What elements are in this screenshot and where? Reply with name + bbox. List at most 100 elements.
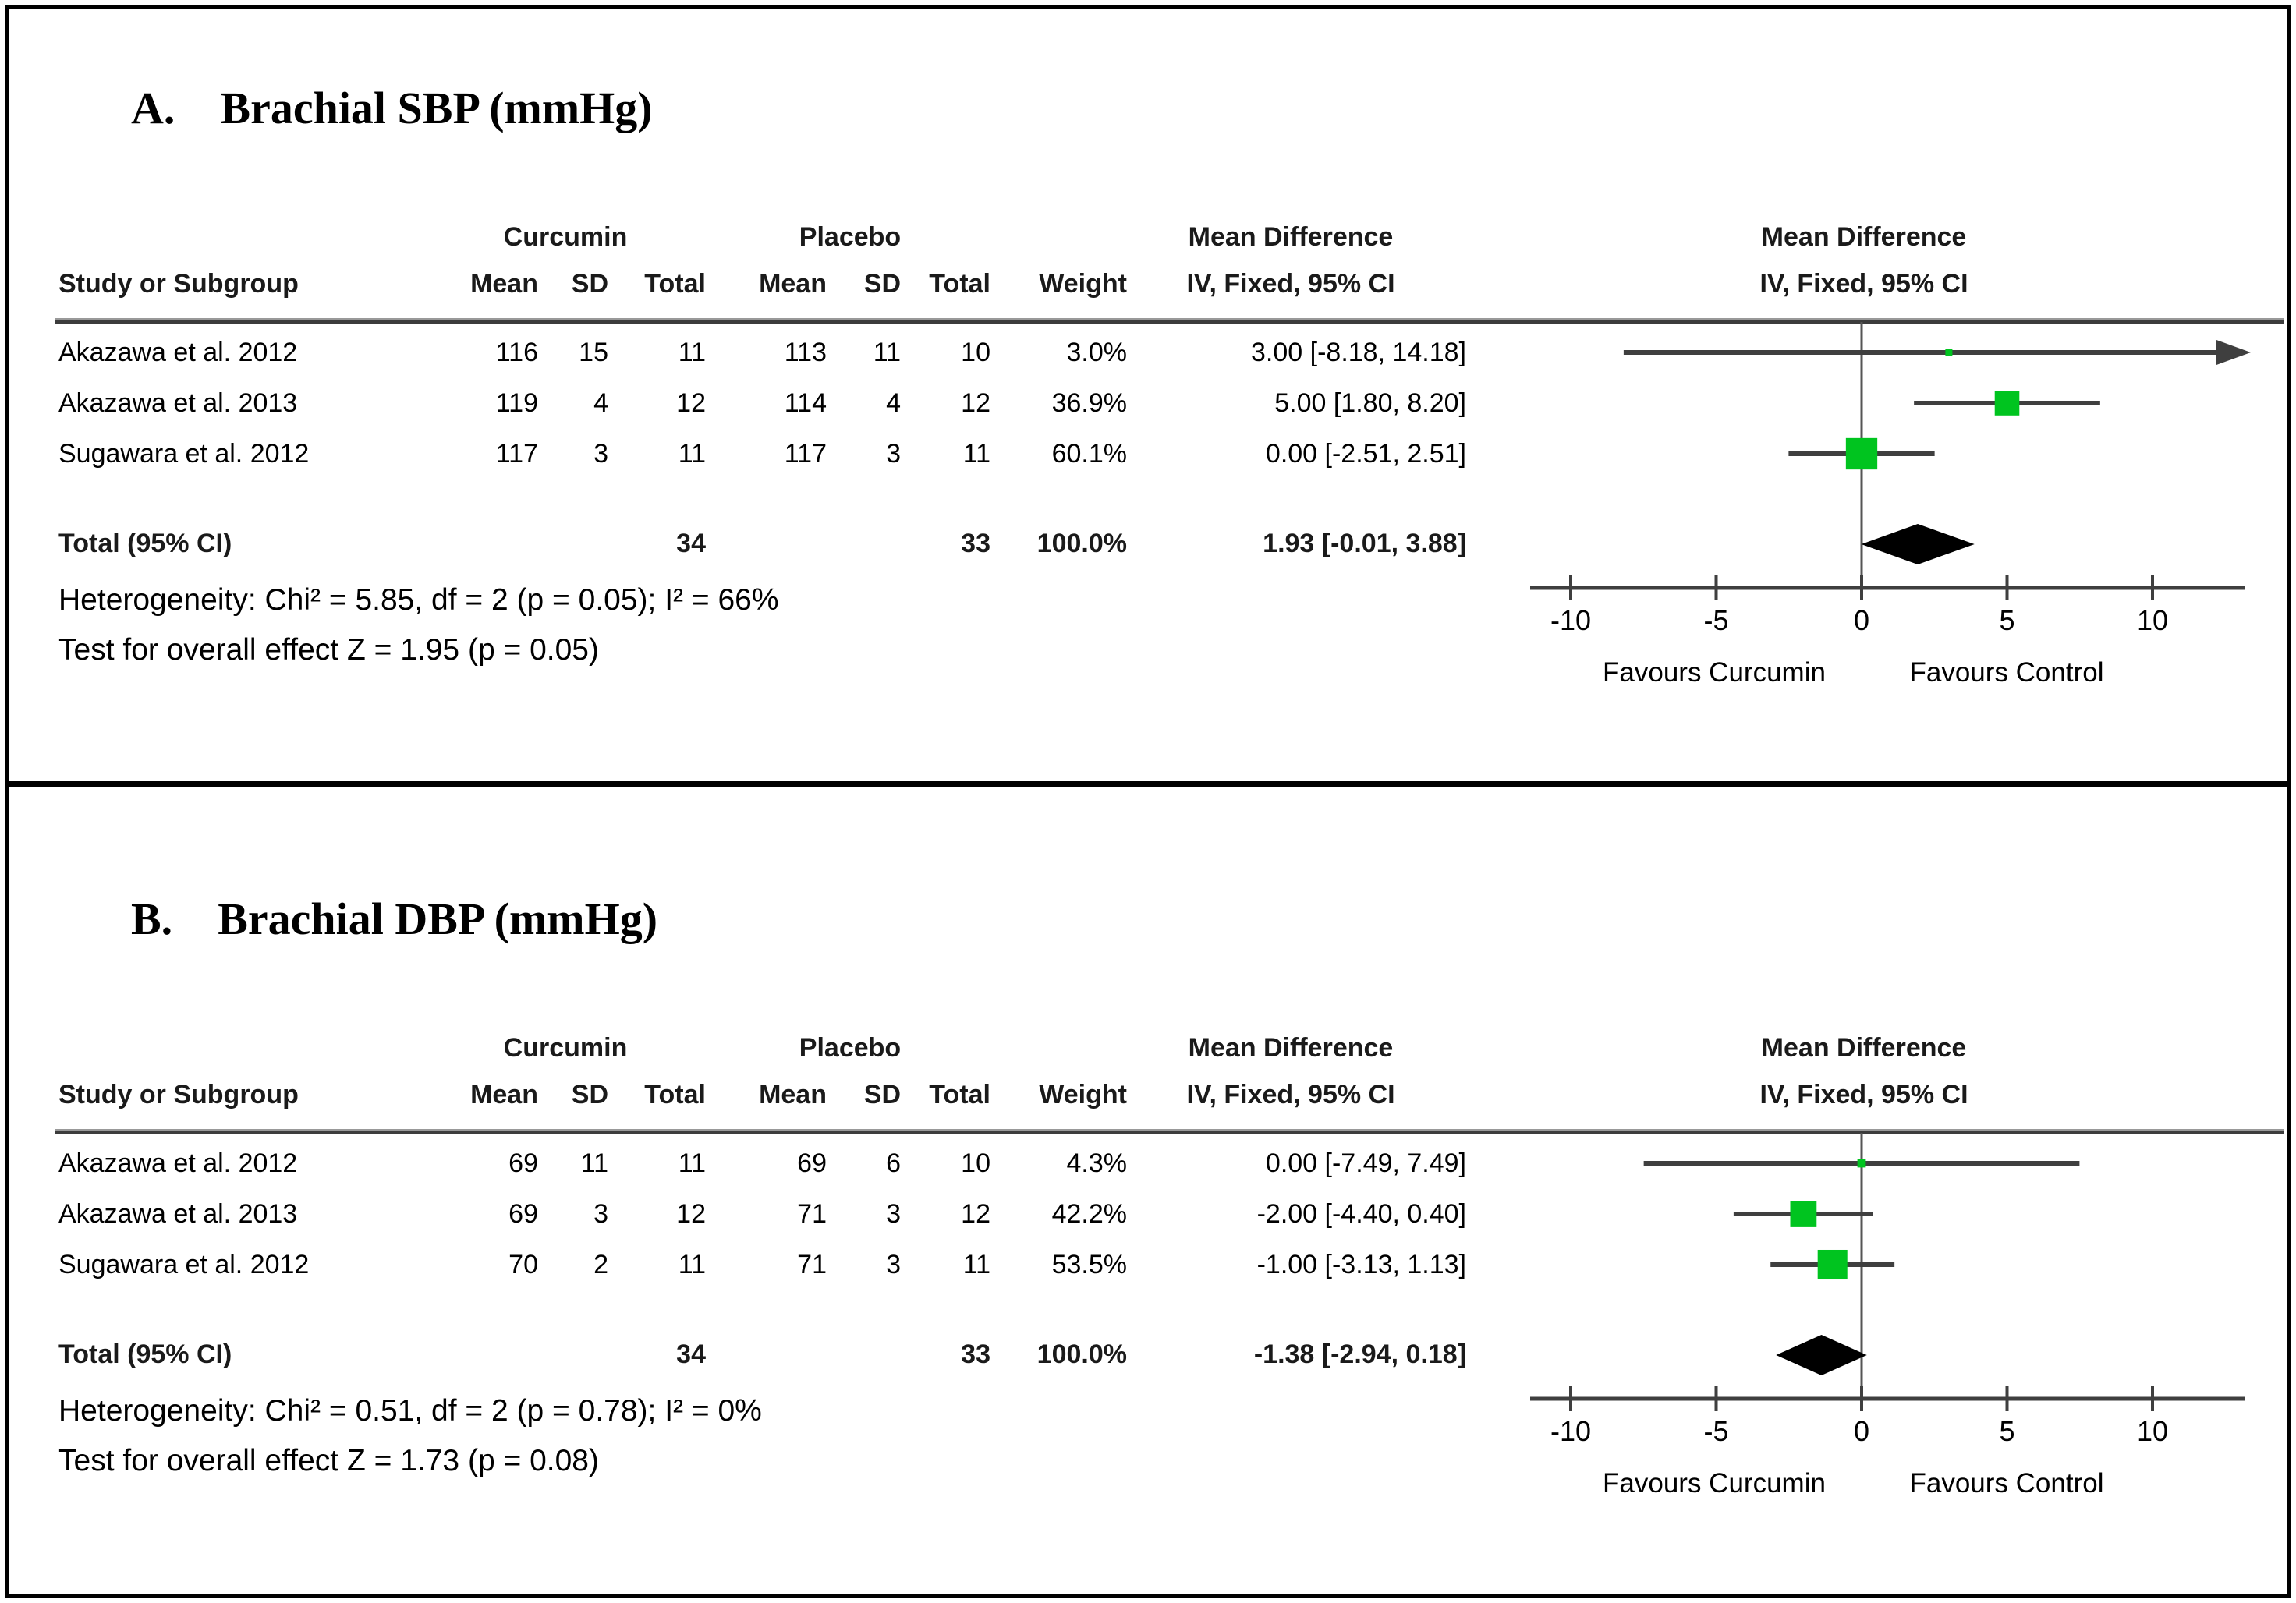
table-cell: 11 bbox=[678, 338, 706, 367]
study-name: Akazawa et al. 2013 bbox=[58, 388, 298, 418]
total-weight: 100.0% bbox=[1036, 1339, 1127, 1369]
table-cell: 117 bbox=[784, 439, 827, 469]
table-cell: 12 bbox=[676, 1199, 706, 1229]
table-cell: 3 bbox=[886, 1199, 901, 1229]
figure-border bbox=[5, 5, 2291, 1598]
col-header-study: Study or Subgroup bbox=[58, 269, 299, 299]
group-header-placebo: Placebo bbox=[799, 1033, 902, 1063]
table-cell: 53.5% bbox=[1051, 1250, 1127, 1279]
table-cell: 113 bbox=[784, 338, 827, 367]
table-cell: 119 bbox=[495, 388, 538, 418]
table-cell: 6 bbox=[886, 1148, 901, 1178]
table-cell: 12 bbox=[676, 388, 706, 418]
table-cell: -1.00 [-3.13, 1.13] bbox=[1256, 1250, 1466, 1279]
table-cell: 10 bbox=[961, 338, 990, 367]
table-cell: -2.00 [-4.40, 0.40] bbox=[1256, 1199, 1466, 1229]
overall-effect-text: Test for overall effect Z = 1.73 (p = 0.… bbox=[58, 1444, 599, 1477]
table-cell: 11 bbox=[580, 1148, 608, 1178]
col-header-weight: Weight bbox=[1039, 1080, 1127, 1109]
study-rows: Akazawa et al. 2012 116 15 11 113 11 10 3.0% 3.0… bbox=[0, 0, 2296, 780]
study-name: Akazawa et al. 2012 bbox=[58, 338, 298, 367]
panel-letter: B. bbox=[131, 894, 173, 944]
group-header-mean-difference: Mean Difference bbox=[1188, 222, 1394, 252]
table-cell: 11 bbox=[962, 439, 990, 469]
col-header-ci: IV, Fixed, 95% CI bbox=[1186, 269, 1395, 299]
group-header-mean-difference: Mean Difference bbox=[1188, 1033, 1394, 1063]
table-cell: 69 bbox=[797, 1148, 827, 1178]
header-rule bbox=[55, 318, 2284, 324]
overall-effect-text: Test for overall effect Z = 1.95 (p = 0.… bbox=[58, 633, 599, 667]
col-header-mean-placebo: Mean bbox=[759, 1080, 827, 1109]
table-cell: 11 bbox=[678, 1250, 706, 1279]
study-name: Akazawa et al. 2012 bbox=[58, 1148, 298, 1178]
table-cell: 117 bbox=[495, 439, 538, 469]
header-rule bbox=[55, 1129, 2284, 1134]
col-header-ci: IV, Fixed, 95% CI bbox=[1186, 1080, 1395, 1109]
col-header-mean-placebo: Mean bbox=[759, 269, 827, 299]
total-weight: 100.0% bbox=[1036, 529, 1127, 558]
heterogeneity-text: Heterogeneity: Chi² = 5.85, df = 2 (p = … bbox=[58, 583, 779, 617]
plot-header-mean-difference: Mean Difference bbox=[1761, 1033, 1967, 1063]
table-cell: 12 bbox=[961, 388, 990, 418]
table-cell: 70 bbox=[508, 1250, 538, 1279]
table-cell: 114 bbox=[784, 388, 827, 418]
panel-title: A. Brachial SBP (mmHg) bbox=[131, 82, 653, 134]
table-cell: 11 bbox=[678, 439, 706, 469]
table-cell: 12 bbox=[961, 1199, 990, 1229]
table-cell: 3.00 [-8.18, 14.18] bbox=[1251, 338, 1466, 367]
group-header-curcumin: Curcumin bbox=[503, 1033, 628, 1063]
study-rows: Akazawa et al. 2012 69 11 11 69 6 10 4.3% 0.00 [… bbox=[0, 811, 2296, 1591]
table-cell: 4 bbox=[886, 388, 901, 418]
table-cell: 3.0% bbox=[1066, 338, 1128, 367]
total-placebo-n: 33 bbox=[961, 1339, 990, 1369]
table-cell: 42.2% bbox=[1051, 1199, 1127, 1229]
table-cell: 3 bbox=[593, 1199, 608, 1229]
col-header-sd-placebo: SD bbox=[863, 1080, 901, 1109]
panel-brachial-sbp: A. Brachial SBP (mmHg) Curcumin Placebo M… bbox=[0, 0, 2296, 780]
col-header-total-placebo: Total bbox=[929, 269, 990, 299]
table-cell: 71 bbox=[797, 1199, 827, 1229]
col-header-mean-curcumin: Mean bbox=[470, 269, 538, 299]
table-cell: 11 bbox=[678, 1148, 706, 1178]
col-header-sd-curcumin: SD bbox=[571, 269, 608, 299]
table-cell: 5.00 [1.80, 8.20] bbox=[1274, 388, 1466, 418]
col-header-study: Study or Subgroup bbox=[58, 1080, 299, 1109]
col-header-total-curcumin: Total bbox=[644, 269, 706, 299]
group-header-curcumin: Curcumin bbox=[503, 222, 628, 252]
plot-header-ci: IV, Fixed, 95% CI bbox=[1759, 1080, 1968, 1109]
plot-header-ci: IV, Fixed, 95% CI bbox=[1759, 269, 1968, 299]
total-label: Total (95% CI) bbox=[58, 1339, 232, 1369]
table-cell: 71 bbox=[797, 1250, 827, 1279]
group-header-placebo: Placebo bbox=[799, 222, 902, 252]
table-cell: 0.00 [-2.51, 2.51] bbox=[1265, 439, 1466, 469]
table-cell: 69 bbox=[508, 1148, 538, 1178]
table-cell: 3 bbox=[886, 439, 901, 469]
col-header-total-placebo: Total bbox=[929, 1080, 990, 1109]
col-header-total-curcumin: Total bbox=[644, 1080, 706, 1109]
panel-letter: A. bbox=[131, 83, 175, 133]
table-cell: 11 bbox=[962, 1250, 990, 1279]
total-curcumin-n: 34 bbox=[676, 529, 706, 558]
col-header-weight: Weight bbox=[1039, 269, 1127, 299]
total-curcumin-n: 34 bbox=[676, 1339, 706, 1369]
table-cell: 0.00 [-7.49, 7.49] bbox=[1265, 1148, 1466, 1178]
study-name: Sugawara et al. 2012 bbox=[58, 439, 310, 469]
panel-divider bbox=[5, 781, 2291, 787]
panel-brachial-dbp: B. Brachial DBP (mmHg) Curcumin Placebo M… bbox=[0, 811, 2296, 1591]
total-ci: -1.38 [-2.94, 0.18] bbox=[1253, 1339, 1466, 1369]
table-cell: 69 bbox=[508, 1199, 538, 1229]
heterogeneity-text: Heterogeneity: Chi² = 0.51, df = 2 (p = … bbox=[58, 1394, 762, 1428]
plot-header-mean-difference: Mean Difference bbox=[1761, 222, 1967, 252]
table-cell: 11 bbox=[873, 338, 901, 367]
table-cell: 4 bbox=[593, 388, 608, 418]
study-name: Akazawa et al. 2013 bbox=[58, 1199, 298, 1229]
table-cell: 4.3% bbox=[1066, 1148, 1128, 1178]
table-cell: 15 bbox=[579, 338, 608, 367]
col-header-sd-curcumin: SD bbox=[571, 1080, 608, 1109]
table-cell: 3 bbox=[886, 1250, 901, 1279]
col-header-mean-curcumin: Mean bbox=[470, 1080, 538, 1109]
panel-title: B. Brachial DBP (mmHg) bbox=[131, 893, 657, 945]
table-cell: 116 bbox=[495, 338, 538, 367]
panel-title-text: Brachial DBP (mmHg) bbox=[218, 894, 658, 944]
